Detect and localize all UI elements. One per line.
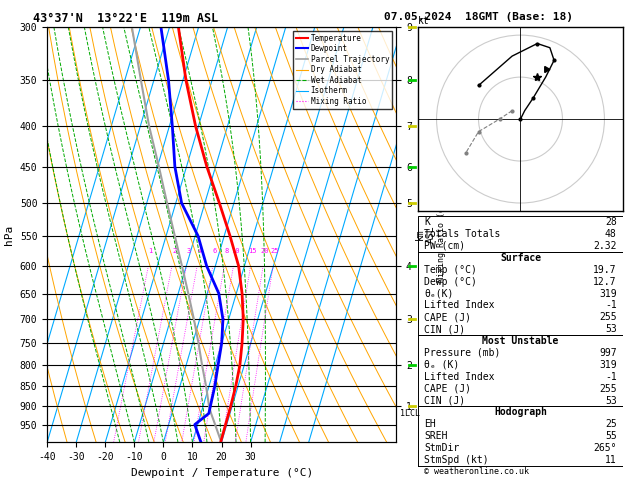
Text: 2.32: 2.32	[593, 241, 616, 251]
Text: 55: 55	[605, 431, 616, 441]
Text: SREH: SREH	[425, 431, 448, 441]
Text: 265°: 265°	[593, 443, 616, 453]
Text: 997: 997	[599, 348, 616, 358]
Text: θₑ (K): θₑ (K)	[425, 360, 460, 370]
Text: -1: -1	[605, 300, 616, 311]
Text: 15: 15	[248, 248, 257, 254]
Text: 19.7: 19.7	[593, 265, 616, 275]
Text: 20: 20	[261, 248, 269, 254]
Text: Lifted Index: Lifted Index	[425, 300, 495, 311]
Text: 255: 255	[599, 312, 616, 322]
Text: 1: 1	[148, 248, 153, 254]
Text: Lifted Index: Lifted Index	[425, 372, 495, 382]
Text: Pressure (mb): Pressure (mb)	[425, 348, 501, 358]
Text: PW (cm): PW (cm)	[425, 241, 465, 251]
Text: 48: 48	[605, 229, 616, 239]
Text: θₑ(K): θₑ(K)	[425, 289, 454, 298]
Text: © weatheronline.co.uk: © weatheronline.co.uk	[425, 467, 530, 476]
Text: 8: 8	[224, 248, 228, 254]
Text: 319: 319	[599, 289, 616, 298]
Text: CIN (J): CIN (J)	[425, 396, 465, 405]
Text: 11: 11	[605, 455, 616, 465]
Text: CAPE (J): CAPE (J)	[425, 383, 471, 394]
Text: Dewp (°C): Dewp (°C)	[425, 277, 477, 287]
Text: -1: -1	[605, 372, 616, 382]
Text: 25: 25	[270, 248, 279, 254]
Text: Totals Totals: Totals Totals	[425, 229, 501, 239]
Text: Most Unstable: Most Unstable	[482, 336, 559, 346]
Text: 4: 4	[198, 248, 201, 254]
Text: 10: 10	[231, 248, 240, 254]
Text: CIN (J): CIN (J)	[425, 324, 465, 334]
Text: 319: 319	[599, 360, 616, 370]
Text: 43°37'N  13°22'E  119m ASL: 43°37'N 13°22'E 119m ASL	[33, 12, 218, 25]
Text: 53: 53	[605, 324, 616, 334]
Text: 25: 25	[605, 419, 616, 429]
Text: 3: 3	[187, 248, 191, 254]
Text: 6: 6	[213, 248, 217, 254]
Text: CAPE (J): CAPE (J)	[425, 312, 471, 322]
Text: 28: 28	[605, 217, 616, 227]
Text: 255: 255	[599, 383, 616, 394]
Text: kt: kt	[418, 16, 430, 26]
Text: K: K	[425, 217, 430, 227]
Y-axis label: km
ASL: km ASL	[415, 226, 437, 243]
Text: Hodograph: Hodograph	[494, 407, 547, 417]
Text: EH: EH	[425, 419, 436, 429]
Text: StmSpd (kt): StmSpd (kt)	[425, 455, 489, 465]
Text: 2: 2	[172, 248, 176, 254]
Legend: Temperature, Dewpoint, Parcel Trajectory, Dry Adiabat, Wet Adiabat, Isotherm, Mi: Temperature, Dewpoint, Parcel Trajectory…	[293, 31, 392, 109]
Text: 12.7: 12.7	[593, 277, 616, 287]
Y-axis label: hPa: hPa	[4, 225, 14, 244]
Text: Temp (°C): Temp (°C)	[425, 265, 477, 275]
Text: Mixing Ratio (g/kg): Mixing Ratio (g/kg)	[437, 187, 446, 282]
X-axis label: Dewpoint / Temperature (°C): Dewpoint / Temperature (°C)	[131, 468, 313, 478]
Text: StmDir: StmDir	[425, 443, 460, 453]
Text: Surface: Surface	[500, 253, 541, 263]
Text: 1LCL: 1LCL	[401, 409, 420, 418]
Text: 53: 53	[605, 396, 616, 405]
Text: 07.05.2024  18GMT (Base: 18): 07.05.2024 18GMT (Base: 18)	[384, 12, 572, 22]
